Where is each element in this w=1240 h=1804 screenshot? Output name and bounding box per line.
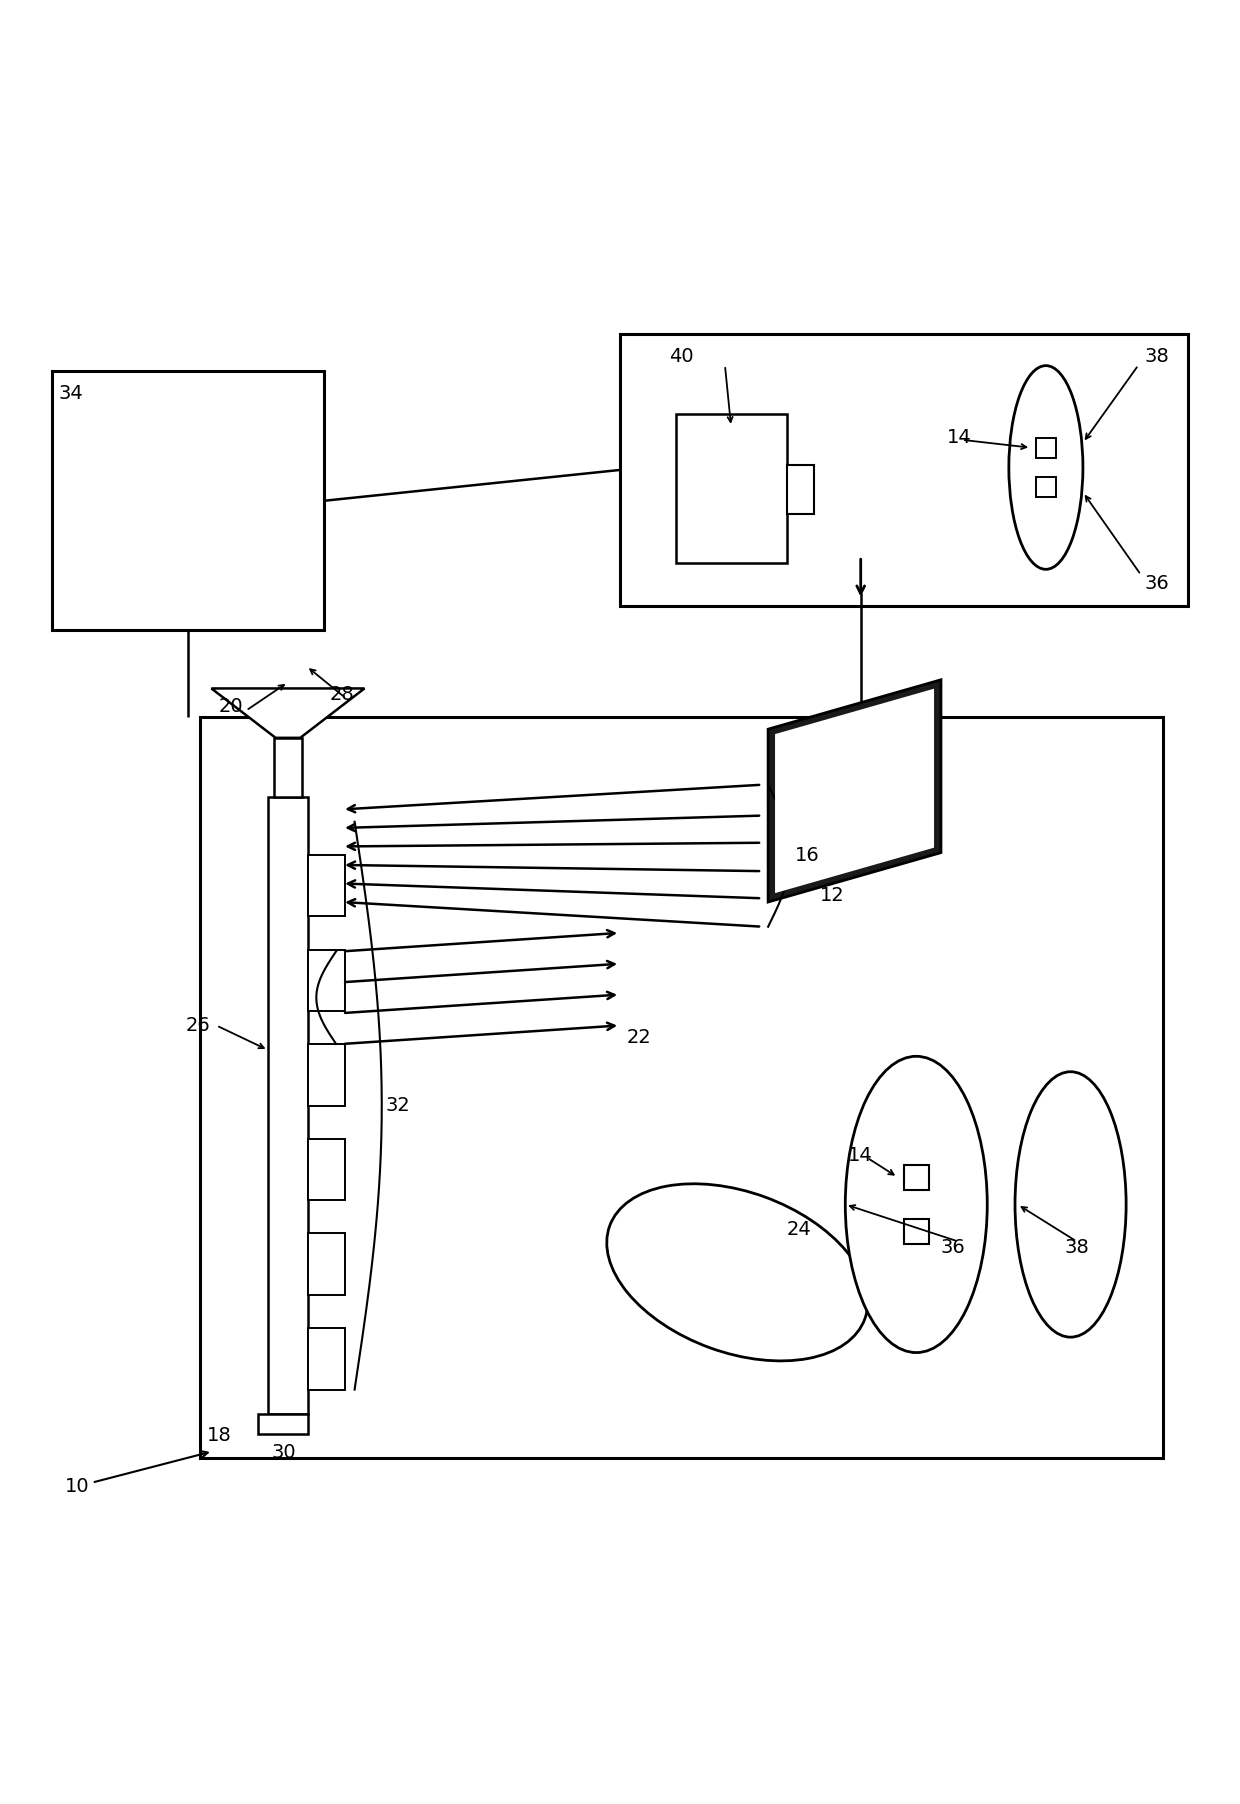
Bar (308, 855, 345, 916)
Text: 32: 32 (386, 1097, 410, 1115)
Bar (1035, 478, 1055, 498)
Text: 34: 34 (58, 384, 83, 402)
Text: 40: 40 (670, 346, 694, 366)
Bar (274, 738, 301, 797)
Bar (268, 797, 308, 1414)
Text: 38: 38 (1064, 1238, 1089, 1257)
Bar (308, 1328, 345, 1389)
Text: 36: 36 (941, 1238, 966, 1257)
Text: 36: 36 (1145, 574, 1169, 594)
Ellipse shape (1016, 1072, 1126, 1337)
Text: 28: 28 (330, 686, 355, 704)
Bar (620, 334, 1188, 606)
Text: 22: 22 (626, 1028, 651, 1048)
Bar (904, 1220, 929, 1245)
Ellipse shape (606, 1183, 868, 1360)
Text: 26: 26 (186, 1016, 211, 1035)
Bar (308, 949, 345, 1010)
Bar (201, 716, 1163, 1458)
Text: 14: 14 (947, 428, 972, 447)
Text: 38: 38 (1145, 346, 1169, 366)
Bar (258, 1414, 308, 1434)
Bar (904, 1165, 929, 1189)
Polygon shape (768, 680, 941, 902)
Text: 14: 14 (848, 1146, 873, 1165)
Text: 10: 10 (64, 1450, 207, 1496)
Text: 24: 24 (786, 1220, 811, 1239)
Bar (786, 465, 813, 514)
Text: 18: 18 (207, 1425, 231, 1445)
Bar (52, 372, 324, 630)
Polygon shape (211, 689, 365, 738)
Ellipse shape (1009, 366, 1083, 570)
Bar (1035, 438, 1055, 458)
Bar (676, 415, 786, 563)
Text: 16: 16 (795, 846, 820, 866)
Text: 30: 30 (272, 1443, 296, 1461)
Bar (308, 1234, 345, 1295)
Bar (308, 1045, 345, 1106)
Text: 12: 12 (820, 886, 844, 906)
Text: 20: 20 (218, 698, 243, 716)
Ellipse shape (846, 1057, 987, 1353)
Polygon shape (775, 689, 934, 893)
Bar (308, 1138, 345, 1200)
